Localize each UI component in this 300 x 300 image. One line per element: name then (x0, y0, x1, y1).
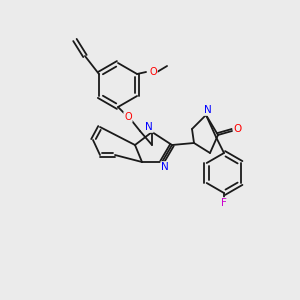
Text: O: O (234, 124, 242, 134)
Text: O: O (149, 67, 157, 77)
Text: N: N (161, 162, 169, 172)
Text: O: O (124, 112, 132, 122)
Text: N: N (145, 122, 153, 132)
Text: F: F (221, 198, 227, 208)
Text: N: N (204, 105, 212, 115)
